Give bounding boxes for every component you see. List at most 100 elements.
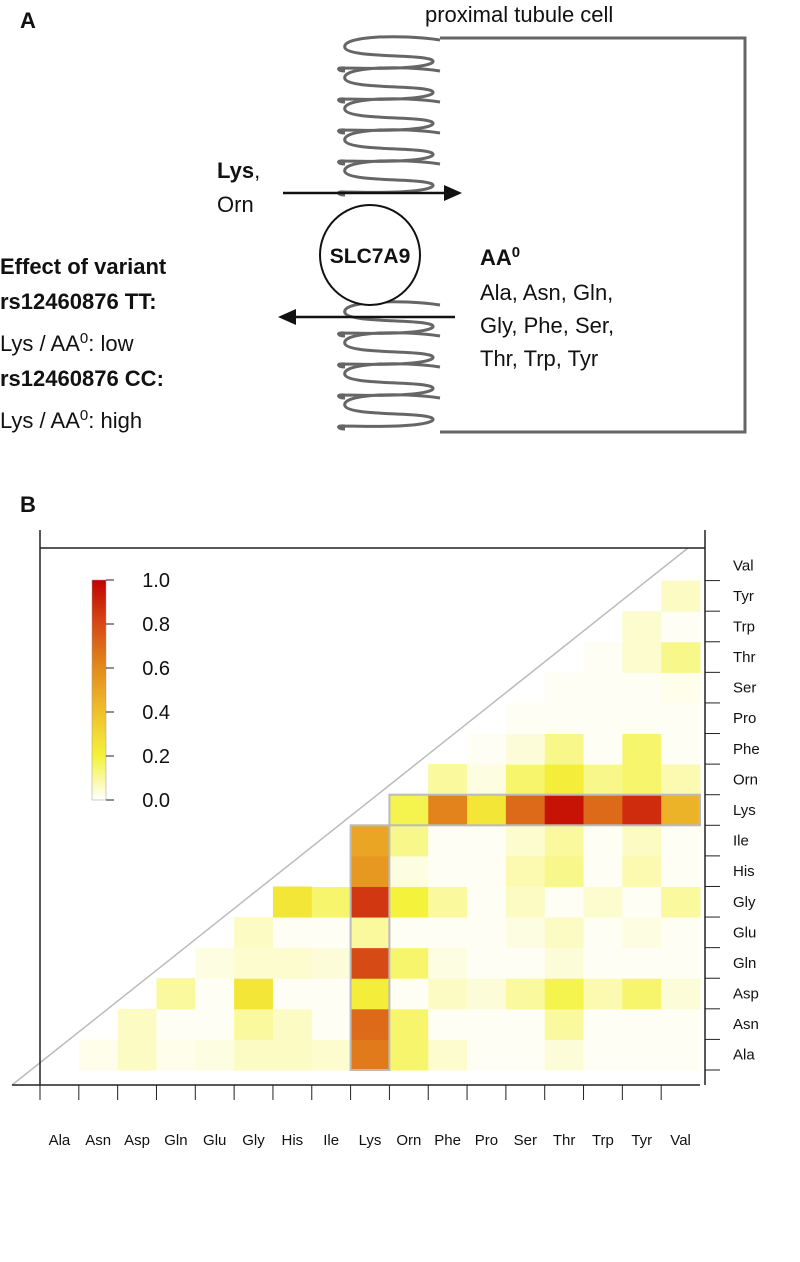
heatmap-cell (389, 855, 429, 887)
x-tick-label: Glu (203, 1132, 226, 1149)
x-tick-label: Orn (396, 1132, 421, 1149)
membrane-loops (337, 300, 441, 431)
heatmap-cell (544, 1039, 585, 1071)
y-tick-label: Thr (733, 649, 756, 666)
heatmap-cell (544, 794, 585, 826)
heatmap-cell (350, 978, 390, 1010)
x-tick-label: Ala (49, 1132, 71, 1149)
effect-title: Effect of variant (0, 254, 167, 279)
heatmap-cell (428, 886, 468, 918)
heatmap-cell (583, 978, 623, 1010)
heatmap-cell (661, 794, 701, 826)
heatmap-cell (428, 794, 468, 826)
heatmap-cell (505, 947, 546, 979)
y-tick-label: Val (733, 557, 754, 574)
arrow-head (278, 309, 296, 325)
heatmap-cell (583, 825, 623, 857)
heatmap-cell (311, 886, 352, 918)
result: : high (88, 408, 142, 433)
effect-cc: rs12460876 CC: (0, 366, 164, 391)
heatmap-cell (272, 1039, 313, 1071)
membrane (337, 35, 441, 431)
colorbar-tick-label: 0.4 (142, 702, 170, 724)
effect-cc-result: Lys / AA0: high (0, 407, 142, 433)
y-tick-label: Trp (733, 618, 755, 635)
heatmap-cell (272, 947, 313, 979)
heatmap-cell (583, 764, 623, 796)
heatmap-cell (467, 978, 507, 1010)
heatmap-cell (622, 978, 662, 1010)
efflux-title-main: AA (480, 245, 512, 270)
heatmap-cell (272, 886, 313, 918)
y-tick-label: Lys (733, 802, 756, 819)
heatmap-cell (428, 855, 468, 887)
heatmap-cell (661, 825, 701, 857)
heatmap-cell (272, 978, 313, 1010)
heatmap-cell (505, 733, 546, 765)
colorbar-tick-label: 0.2 (142, 746, 170, 768)
heatmap-cell (234, 1039, 274, 1071)
heatmap-cell (428, 978, 468, 1010)
y-tick-label: Asp (733, 986, 759, 1003)
highlight-col (349, 824, 391, 1072)
x-tick-label: Trp (592, 1132, 614, 1149)
heatmap-cell (622, 1008, 662, 1040)
heatmap-cell (661, 886, 701, 918)
heatmap-cell (661, 764, 701, 796)
heatmap-cell (156, 978, 196, 1010)
heatmap-cell (505, 886, 546, 918)
x-tick-label: Gln (164, 1132, 187, 1149)
heatmap-cell (272, 1008, 313, 1040)
y-tick-label: Orn (733, 771, 758, 788)
heatmap-cell (311, 855, 352, 887)
heatmap-cell (467, 1008, 507, 1040)
heatmap-cell (661, 611, 701, 643)
x-tick-label: Val (670, 1132, 691, 1149)
effect-tt: rs12460876 TT: (0, 289, 157, 314)
heatmap-cell (389, 947, 429, 979)
y-tick-label: Pro (733, 710, 756, 727)
heatmap-cell (234, 917, 274, 949)
influx-other: Orn (217, 192, 254, 217)
heatmap-cell (622, 702, 662, 735)
y-tick-label: His (733, 863, 755, 880)
heatmap-cell (544, 917, 585, 949)
heatmap-cell (583, 794, 623, 826)
heatmap-cell (389, 1008, 429, 1040)
superscript: 0 (512, 244, 520, 261)
heatmap-cell (156, 1039, 196, 1071)
x-tick-label: Lys (359, 1132, 382, 1149)
heatmap-cell (661, 1008, 701, 1040)
heatmap-cell (350, 825, 390, 857)
heatmap-cell (234, 1008, 274, 1040)
y-tick-label: Gly (733, 894, 756, 911)
heatmap-cell (583, 917, 623, 949)
heatmap-cell (195, 1039, 235, 1071)
x-tick-label: Tyr (631, 1132, 652, 1149)
heatmap-cell (505, 702, 546, 735)
heatmap-cell (622, 641, 662, 673)
heatmap-cell (622, 947, 662, 979)
cell-label: proximal tubule cell (425, 2, 613, 27)
heatmap-cell (622, 917, 662, 949)
heatmap-cell (428, 764, 468, 796)
heatmap-cell (622, 1039, 662, 1071)
heatmap-cell (467, 794, 507, 826)
colorbar-tick-label: 0.8 (142, 614, 170, 636)
efflux-line: Ala, Asn, Gln, (480, 280, 613, 305)
membrane-loops (337, 35, 441, 197)
heatmap-cell (661, 702, 701, 735)
x-tick-label: Asn (85, 1132, 111, 1149)
heatmap-cell (428, 825, 468, 857)
heatmap-cell (311, 917, 352, 949)
x-tick-label: Ile (323, 1132, 339, 1149)
heatmap-cell (467, 825, 507, 857)
heatmap-cell (311, 1039, 352, 1071)
y-tick-label: Tyr (733, 588, 754, 605)
heatmap-cell (622, 611, 662, 643)
heatmap-cell (195, 947, 235, 979)
y-tick-label: Glu (733, 924, 756, 941)
heatmap-cell (467, 733, 507, 765)
x-tick-label: Ser (514, 1132, 537, 1149)
